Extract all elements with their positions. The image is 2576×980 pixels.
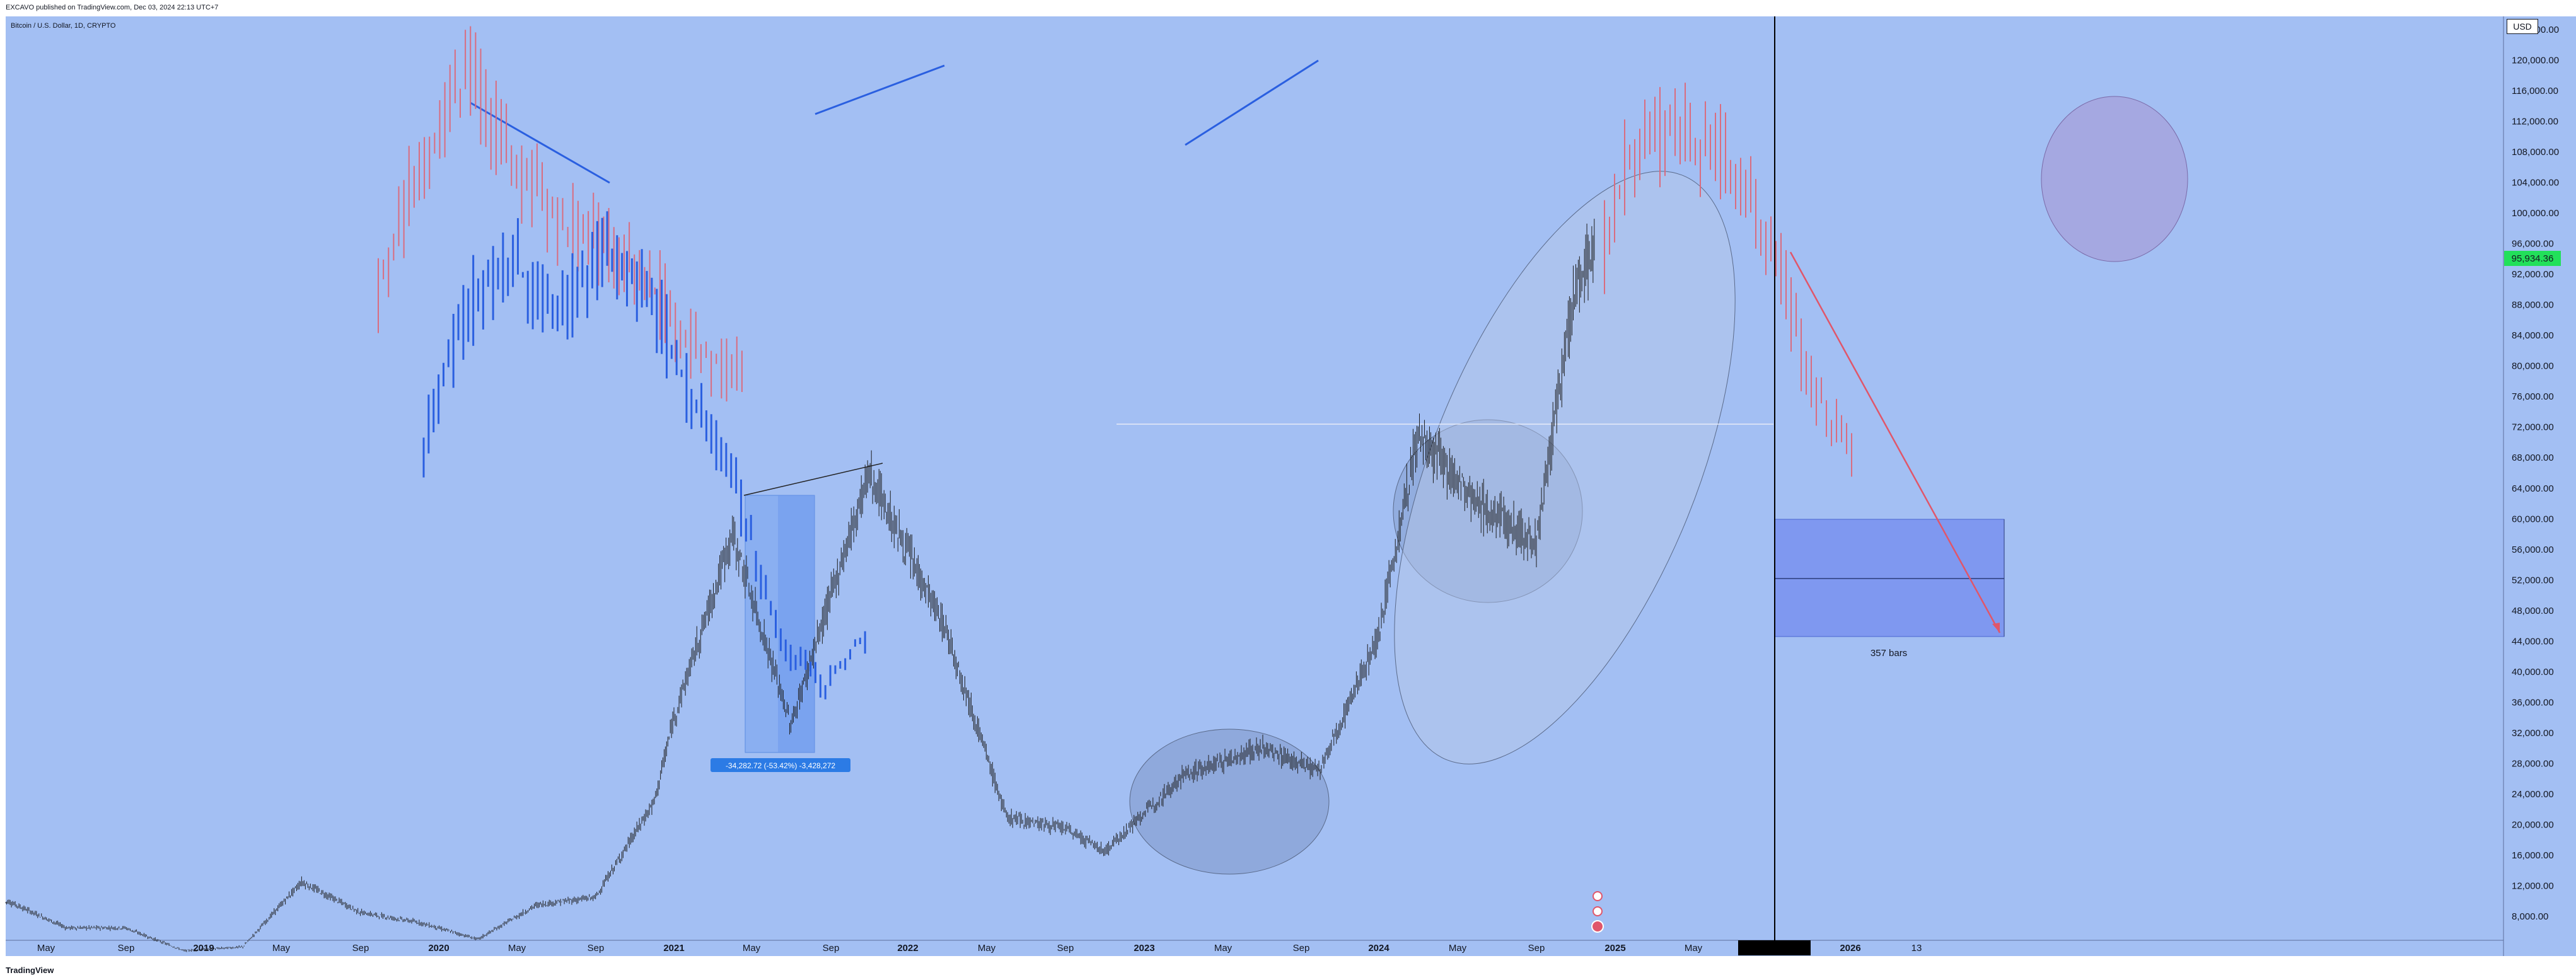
time-tick-label: Sep — [823, 943, 840, 954]
time-tick-label: 13 — [1912, 943, 1922, 954]
time-tick-label: Sep — [1057, 943, 1074, 954]
time-tick-label: Sep — [1528, 943, 1545, 954]
event-markers[interactable] — [1591, 891, 1604, 933]
price-tick-label: 12,000.00 — [2512, 880, 2554, 891]
time-tick-label: May — [508, 943, 526, 954]
price-tick-label: 8,000.00 — [2512, 911, 2548, 922]
time-tick-label: May — [1685, 943, 1703, 954]
price-tick-label: 72,000.00 — [2512, 422, 2554, 433]
time-axis: May Sep 2019 May Sep 2020 May Sep 2021 May Sep 2022… — [37, 943, 1922, 954]
bars-count-label: 357 bars — [1871, 648, 1907, 659]
btc-candle-series — [5, 219, 1595, 952]
fractal-projection-bullish — [422, 211, 866, 700]
publish-header: EXCAVO published on TradingView.com, Dec… — [6, 4, 219, 11]
price-tick-label: 108,000.00 — [2512, 147, 2559, 158]
price-tick-label: 24,000.00 — [2512, 789, 2554, 800]
time-tick-label: 2025 — [1604, 943, 1625, 954]
time-tick-label: Sep — [118, 943, 135, 954]
time-tick-label: May — [743, 943, 761, 954]
price-tick-label: 48,000.00 — [2512, 606, 2554, 616]
price-tick-label: 52,000.00 — [2512, 575, 2554, 585]
time-tick-label: 2026 — [1840, 943, 1860, 954]
time-tick-label: May — [1449, 943, 1467, 954]
price-tick-label: 76,000.00 — [2512, 391, 2554, 402]
projection-arrow — [1789, 251, 2001, 633]
trendline-2020 — [470, 101, 610, 184]
price-tick-label: 60,000.00 — [2512, 514, 2554, 524]
projection-range-box — [1774, 519, 2005, 637]
fractal-projection-2025 — [1604, 83, 1852, 477]
price-tick-label: 96,000.00 — [2512, 239, 2554, 250]
time-tick-label: 2022 — [897, 943, 918, 954]
price-tick-label: 36,000.00 — [2512, 697, 2554, 708]
price-tick-label: 104,000.00 — [2512, 178, 2559, 188]
price-tick-label: 44,000.00 — [2512, 636, 2554, 647]
time-tick-label: Sep — [1293, 943, 1310, 954]
price-tick-label: 84,000.00 — [2512, 330, 2554, 341]
current-price-bg — [2504, 251, 2561, 266]
current-price-label: 95,934.36 — [2512, 253, 2554, 264]
price-tick-label: 112,000.00 — [2512, 117, 2558, 127]
measure-label-bg — [711, 758, 850, 772]
time-tick-label: 2020 — [428, 943, 449, 954]
price-scale[interactable] — [2503, 16, 2576, 956]
price-tick-label: 68,000.00 — [2512, 453, 2554, 463]
price-tick-label: 16,000.00 — [2512, 850, 2554, 861]
time-tick-label: 2023 — [1134, 943, 1154, 954]
target-circle — [2041, 96, 2188, 262]
trend-ellipse-2024 — [1394, 171, 1736, 764]
price-tick-label: 80,000.00 — [2512, 361, 2554, 372]
price-axis: 124,000.00120,000.00116,000.00112,000.00… — [2512, 25, 2559, 922]
currency-selector[interactable]: USD — [2507, 19, 2538, 34]
price-tick-label: 56,000.00 — [2512, 545, 2554, 555]
fractal-projection-bearish — [378, 26, 743, 401]
time-tick-label: 2019 — [193, 943, 214, 954]
price-tick-label: 40,000.00 — [2512, 667, 2554, 677]
price-tick-label: 116,000.00 — [2512, 86, 2558, 96]
time-tick-label: Sep — [352, 943, 369, 954]
price-tick-label: 120,000.00 — [2512, 55, 2559, 66]
price-scale-divider — [6, 16, 2504, 956]
time-tick-label: May — [37, 943, 55, 954]
consolidation-ellipse-2023 — [1129, 729, 1330, 875]
time-tick-label: May — [978, 943, 996, 954]
time-tick-label: 2021 — [663, 943, 684, 954]
trendline-arrow-2 — [1185, 59, 1319, 146]
resistance-trendline-2021 — [743, 463, 883, 496]
price-tick-label: 20,000.00 — [2512, 819, 2554, 830]
time-tick-label: Sep — [588, 943, 605, 954]
price-tick-label: 100,000.00 — [2512, 208, 2559, 219]
time-tick-label: May — [1214, 943, 1233, 954]
price-tick-label: 64,000.00 — [2512, 483, 2554, 494]
tradingview-logo: TradingView — [6, 966, 54, 975]
date-label-bg — [1738, 940, 1811, 955]
price-tick-label: 92,000.00 — [2512, 269, 2554, 280]
trendline-arrow-1 — [815, 64, 945, 115]
price-tick-label: 28,000.00 — [2512, 758, 2554, 769]
measure-label: -34,282.72 (-53.42%) -3,428,272 — [726, 761, 835, 770]
symbol-label: Bitcoin / U.S. Dollar, 1D, CRYPTO — [11, 22, 116, 30]
time-tick-label: 2024 — [1368, 943, 1390, 954]
price-tick-label: 88,000.00 — [2512, 300, 2554, 311]
price-tick-label: 32,000.00 — [2512, 728, 2554, 739]
time-tick-label: May — [272, 943, 291, 954]
